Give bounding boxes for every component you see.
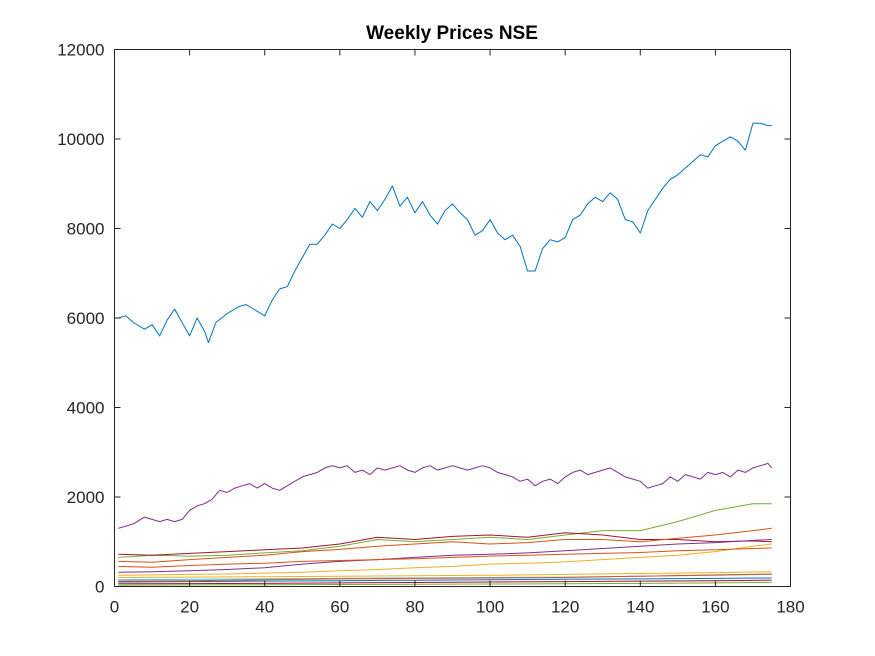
x-tick-label: 20 xyxy=(180,598,199,617)
axes-box xyxy=(114,49,791,587)
series-line-8 xyxy=(118,547,772,568)
series-line-12 xyxy=(118,579,772,585)
y-tick-label: 10000 xyxy=(57,130,104,149)
y-tick-label: 12000 xyxy=(57,41,104,60)
series-line-7 xyxy=(118,543,772,576)
series-line-13 xyxy=(118,582,772,586)
x-tick-label: 120 xyxy=(551,598,579,617)
series-line-1 xyxy=(118,122,772,344)
x-tick-label: 160 xyxy=(701,598,729,617)
y-axis: 0 2000 4000 6000 8000 10000 12000 xyxy=(57,41,791,597)
series-line-11 xyxy=(118,571,772,578)
chart-title: Weekly Prices NSE xyxy=(366,23,538,44)
x-tick-label: 80 xyxy=(405,598,424,617)
x-tick-label: 40 xyxy=(255,598,274,617)
x-axis: 0 20 40 60 80 100 120 140 160 180 xyxy=(110,49,805,617)
y-tick-label: 4000 xyxy=(67,399,105,418)
x-tick-label: 180 xyxy=(776,598,804,617)
y-tick-label: 0 xyxy=(95,578,104,597)
series-line-5 xyxy=(118,527,772,563)
y-tick-label: 2000 xyxy=(67,488,105,507)
x-tick-label: 100 xyxy=(476,598,504,617)
series-line-2 xyxy=(118,462,773,529)
series-line-3 xyxy=(118,503,772,558)
y-tick-label: 8000 xyxy=(67,220,105,239)
series-group xyxy=(118,122,773,586)
x-tick-label: 140 xyxy=(626,598,654,617)
x-tick-label: 60 xyxy=(330,598,349,617)
series-line-14 xyxy=(118,573,772,582)
series-line-4 xyxy=(118,532,772,556)
x-tick-label: 0 xyxy=(110,598,119,617)
plot-area: 0 2000 4000 6000 8000 10000 12000 0 20 40 60 80 100… xyxy=(57,41,804,617)
series-line-10 xyxy=(118,577,772,583)
y-tick-label: 6000 xyxy=(67,309,105,328)
series-line-6 xyxy=(118,539,772,573)
